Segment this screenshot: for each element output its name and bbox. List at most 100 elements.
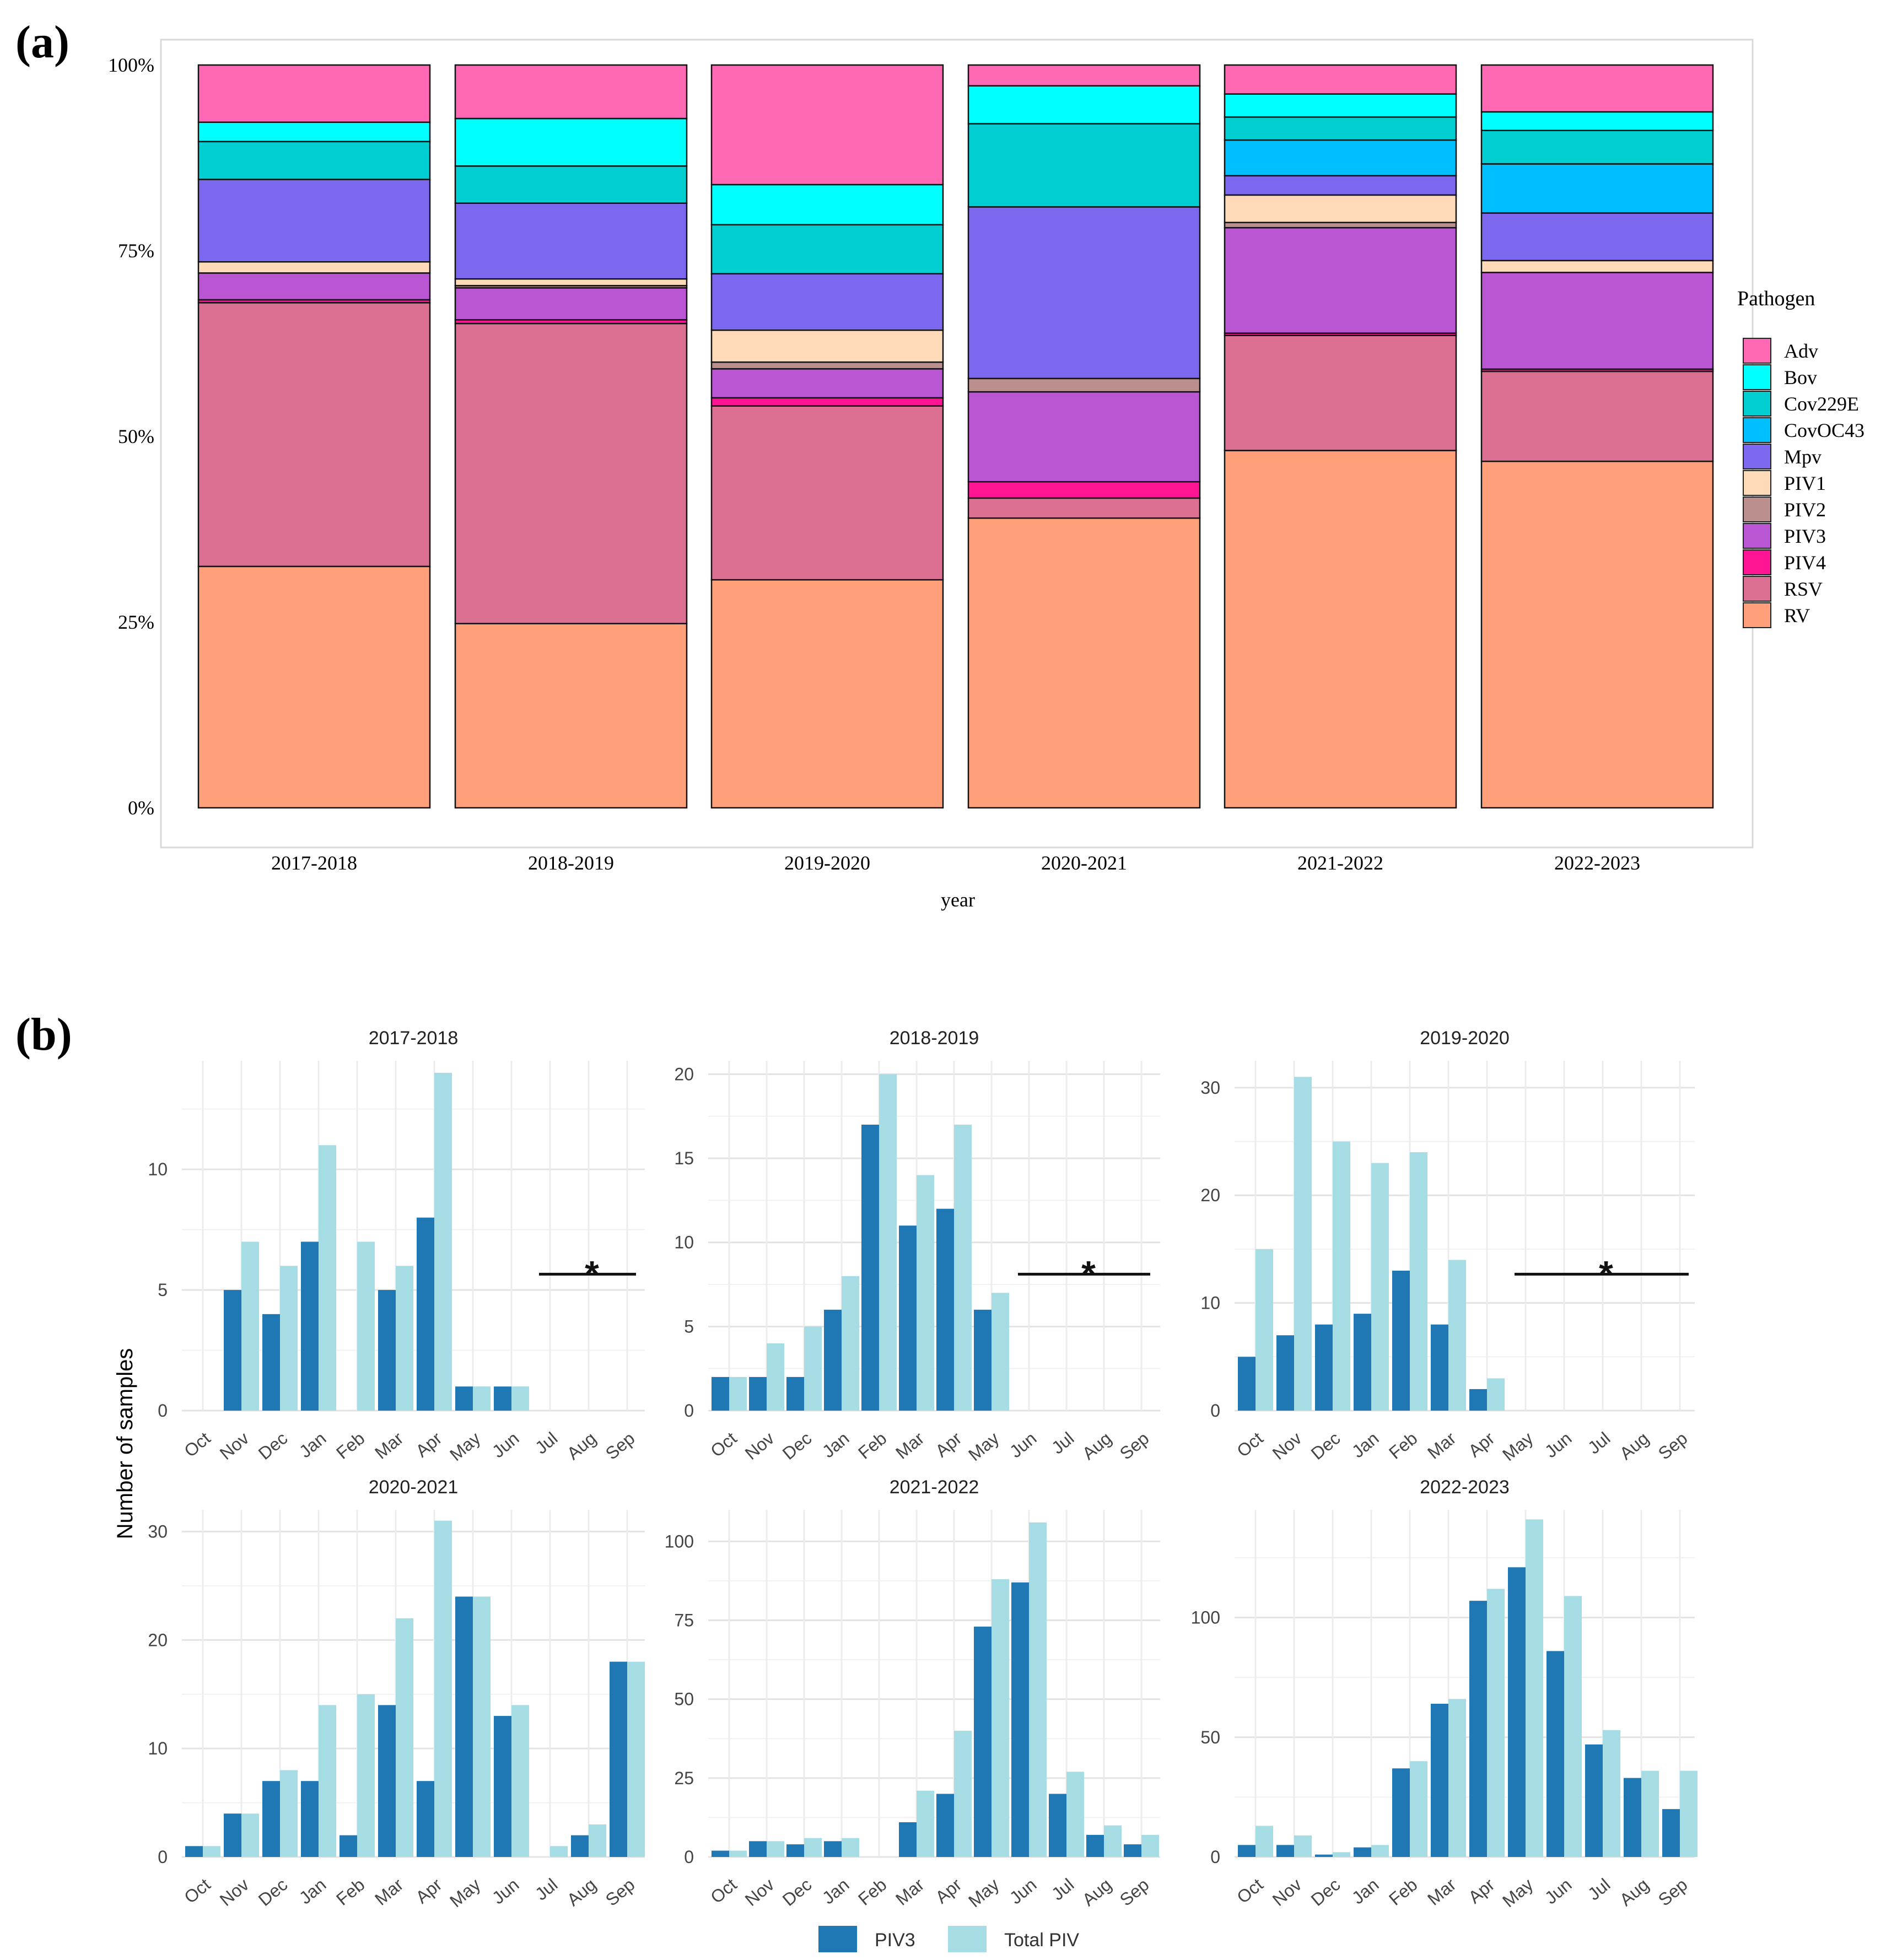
x-tick-label: 2021-2022 [1297,852,1383,874]
bar-segment-bov-2020-2021 [967,85,1201,125]
bar-total-piv-Jul [1066,1772,1084,1857]
bar-piv3-Oct [185,1846,203,1857]
bar-piv3-Apr [936,1794,954,1857]
y-tick-label: 100% [108,54,154,76]
bar-segment-rv-2019-2020 [710,579,944,809]
legend-key-mpv [1743,444,1771,469]
bar-piv3-Oct [1238,1357,1255,1411]
facet-title: 2019-2020 [1420,1028,1510,1049]
bar-segment-covoc43-2022-2023 [1480,163,1714,214]
bar-piv3-Aug [571,1835,589,1857]
bar-segment-bov-2017-2018 [197,121,431,143]
bar-total-piv-May [992,1579,1009,1857]
legend-key-covoc43 [1743,417,1771,443]
asterisk-annotation: * [585,1253,599,1294]
bar-total-piv-Apr [1487,1378,1505,1411]
bar-total-piv-Oct [203,1846,220,1857]
bar-segment-rsv-2019-2020 [710,405,944,581]
bar-piv3-Nov [224,1813,241,1857]
legend-key-piv3 [1743,523,1771,549]
legend-key-piv4 [1743,549,1771,575]
bar-piv3-Dec [786,1376,804,1411]
bar-total-piv-Jan [1371,1845,1389,1857]
bar-piv3-Dec [1315,1324,1333,1411]
y-tick-label: 0% [128,797,154,819]
y-tick-label: 75 [674,1610,694,1630]
bar-total-piv-Jan [842,1838,859,1857]
bar-segment-piv3-2017-2018 [197,272,431,301]
y-tick-label: 10 [148,1159,168,1179]
bar-piv3-Nov [749,1841,767,1857]
bar-total-piv-Dec [280,1266,298,1411]
bar-piv3-Jan [1354,1847,1371,1857]
bar-total-piv-Feb [879,1074,897,1411]
y-tick-label: 100 [665,1531,694,1551]
bar-total-piv-Mar [917,1790,934,1857]
bar-piv3-Oct [712,1850,729,1857]
bar-total-piv-Nov [241,1241,259,1411]
bar-total-piv-May [473,1596,491,1857]
bar-segment-rv-2017-2018 [197,565,431,809]
bar-segment-rsv-2018-2019 [454,322,688,624]
legend-key-piv3 [818,1926,857,1952]
bar-segment-rsv-2017-2018 [197,302,431,568]
bar-piv3-May [974,1309,992,1411]
bar-total-piv-Dec [1333,1852,1350,1857]
y-tick-label: 50 [674,1689,694,1709]
bar-segment-cov229e-2020-2021 [967,123,1201,208]
bar-piv3-Jan [824,1841,842,1857]
bar-segment-adv-2020-2021 [967,64,1201,87]
bar-piv3-May [1508,1567,1526,1857]
bar-total-piv-Nov [1294,1077,1312,1411]
bar-piv3-Mar [899,1822,917,1857]
bar-total-piv-Jun [511,1386,529,1411]
bar-piv3-Feb [1392,1271,1410,1411]
bar-piv3-Jun [494,1386,511,1411]
y-tick-label: 10 [1200,1293,1220,1313]
y-tick-label: 30 [1200,1078,1220,1098]
bar-segment-rsv-2020-2021 [967,497,1201,519]
bar-piv3-Dec [262,1314,280,1411]
bar-segment-mpv-2017-2018 [197,179,431,263]
bar-segment-piv3-2019-2020 [710,368,944,399]
x-tick-label: 2017-2018 [271,852,357,874]
bar-total-piv-Aug [1641,1770,1659,1857]
bar-segment-piv1-2021-2022 [1224,194,1457,224]
bar-total-piv-Jun [1564,1596,1582,1857]
bar-segment-bov-2021-2022 [1224,93,1457,118]
bar-total-piv-Apr [954,1730,972,1857]
bar-total-piv-Jan [319,1145,336,1411]
bar-total-piv-Dec [1333,1141,1350,1411]
y-tick-label: 0 [1210,1847,1220,1867]
facet-title: 2020-2021 [369,1477,459,1498]
facet-2019-2020: Oct Nov Dec Jan Feb Mar Apr May Jun Jul Aug Sep0102… [1200,1028,1695,1465]
bar-piv3-Feb [1392,1768,1410,1857]
legend-label-piv3: PIV3 [1784,525,1826,547]
y-tick-label: 75% [118,240,154,262]
bar-piv3-Apr [1469,1389,1487,1411]
bar-total-piv-Apr [434,1520,452,1857]
facet-2017-2018: Oct Nov Dec Jan Feb Mar Apr May Jun Jul Aug Sep0510… [148,1028,645,1465]
bar-piv3-Feb [340,1835,357,1857]
panel-b-legend: PIV3 Total PIV [818,1926,1079,1952]
panel-a-x-axis: 2017-2018 2018-2019 2019-2020 2020-2021 2021… [271,852,1640,874]
facet-2022-2023: Oct Nov Dec Jan Feb Mar Apr May Jun Jul Aug Sep0501… [1191,1477,1698,1911]
bar-segment-adv-2022-2023 [1480,64,1714,113]
legend-label-total-piv: Total PIV [1004,1930,1079,1951]
bar-segment-mpv-2021-2022 [1224,175,1457,196]
bar-piv3-Sep [1124,1844,1141,1857]
panel-a-x-axis-title: year [941,889,975,911]
bar-total-piv-Mar [917,1175,934,1411]
bar-total-piv-Apr [434,1072,452,1411]
facet-title: 2018-2019 [890,1028,979,1049]
legend-label-rv: RV [1784,604,1810,627]
y-tick-label: 50 [1200,1727,1220,1747]
y-tick-label: 20 [1200,1185,1220,1205]
bar-piv3-Jul [1049,1794,1066,1857]
bar-piv3-Jan [824,1309,842,1411]
y-tick-label: 0 [684,1847,694,1867]
y-tick-label: 10 [148,1738,168,1758]
x-tick-label: 2022-2023 [1554,852,1640,874]
bar-piv3-Aug [1086,1834,1104,1857]
